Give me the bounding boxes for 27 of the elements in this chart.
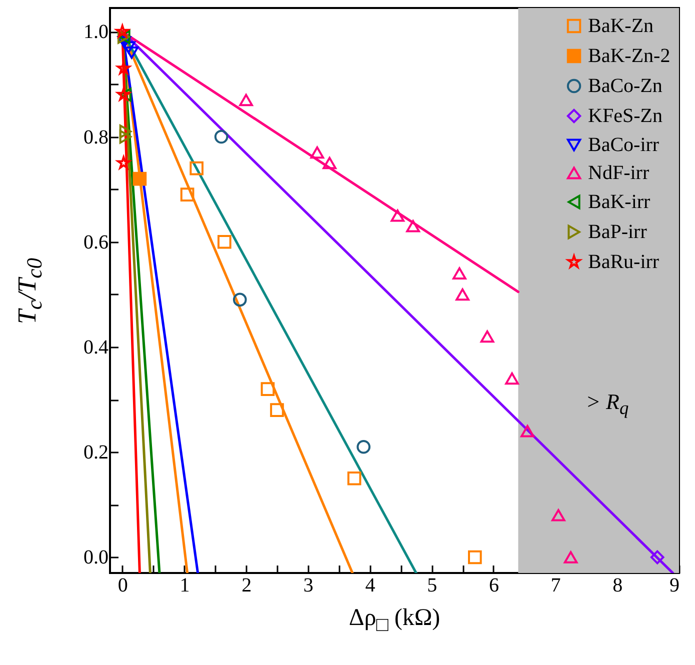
legend-label: BaCo-irr	[588, 134, 660, 156]
x-tick-label: 8	[612, 574, 623, 596]
legend-label: BaP-irr	[588, 221, 648, 243]
y-tick-label: 0.0	[84, 546, 108, 569]
y-tick-label: 0.6	[84, 231, 108, 254]
legend-label: BaK-irr	[588, 191, 651, 213]
legend-label: BaK-Zn-2	[588, 45, 670, 67]
x-tick-label: 3	[303, 574, 314, 596]
x-tick-label: 1	[180, 574, 190, 596]
y-tick-label: 0.8	[84, 126, 108, 148]
x-axis-title: Δρ$_{□}$ (kΩ)	[348, 605, 440, 637]
x-tick-label: 2	[242, 574, 252, 596]
x-tick-label: 7	[550, 574, 561, 596]
legend-label: BaCo-Zn	[588, 75, 662, 97]
legend-label: KFeS-Zn	[588, 105, 662, 127]
y-tick-label: 1.0	[84, 21, 108, 44]
x-tick-label: 4	[365, 574, 376, 596]
band-label: > R$_{q}$	[586, 388, 629, 419]
x-tick-label: 5	[427, 574, 438, 596]
legend-label: BaRu-irr	[588, 251, 660, 273]
x-tick-label: 9	[670, 574, 680, 596]
y-tick-label: 0.2	[84, 442, 108, 464]
legend-label: NdF-irr	[588, 162, 650, 184]
x-tick-label: 0	[118, 574, 128, 596]
x-tick-label: 6	[488, 574, 499, 596]
y-tick-label: 0.4	[84, 336, 108, 358]
legend-label: BaK-Zn	[588, 15, 654, 37]
